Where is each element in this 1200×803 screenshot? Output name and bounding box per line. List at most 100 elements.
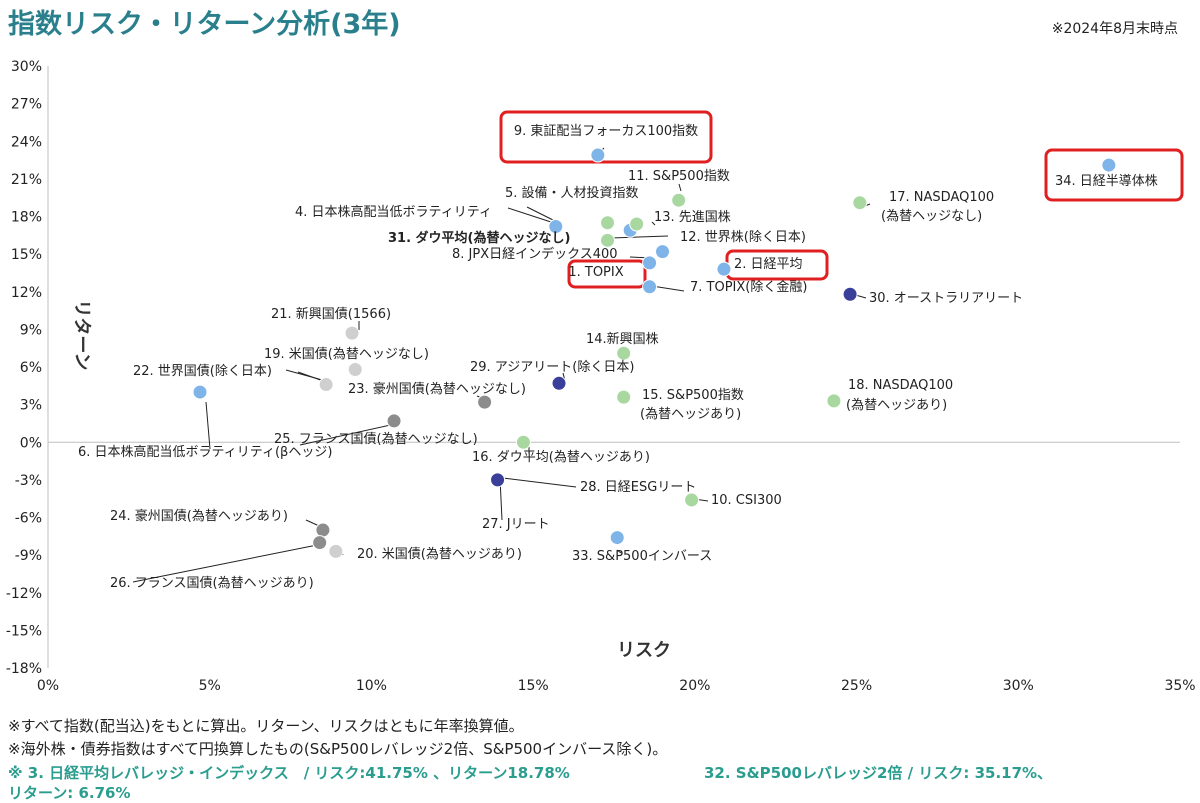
y-tick-label: 6% bbox=[20, 360, 42, 376]
point-label: 9. 東証配当フォーカス100指数 bbox=[514, 123, 698, 139]
footnote-3b: 32. S&P500レバレッジ2倍 / リスク: 35.17%、 bbox=[704, 764, 1053, 782]
point-label: 21. 新興国債(1566) bbox=[271, 306, 391, 322]
y-tick-label: 15% bbox=[11, 247, 42, 263]
y-tick-label: -9% bbox=[15, 548, 42, 564]
highlight-box bbox=[567, 259, 647, 289]
y-tick-label: 27% bbox=[11, 97, 42, 113]
data-point bbox=[826, 393, 842, 409]
point-label: 16. ダウ平均(為替ヘッジあり) bbox=[472, 449, 650, 465]
leader-line bbox=[507, 207, 555, 224]
point-labels: 1. TOPIX 2. 日経平均 4. 日本株高配当低ボラティリティ 5. 設備・人材… bbox=[78, 123, 1158, 591]
data-point bbox=[716, 261, 732, 277]
data-point bbox=[852, 195, 868, 211]
leader-line bbox=[678, 183, 682, 192]
point-label: 5. 設備・人材投資指数 bbox=[505, 185, 639, 201]
leader-line bbox=[651, 221, 656, 226]
point-label: 24. 豪州国債(為替ヘッジあり) bbox=[110, 508, 288, 524]
point-label: 26. フランス国債(為替ヘッジあり) bbox=[110, 575, 314, 591]
point-label: 13. 先進国株 bbox=[654, 210, 731, 225]
footnote-4: リターン: 6.76% bbox=[8, 784, 131, 802]
point-label: 33. S&P500インバース bbox=[572, 549, 712, 564]
point-label: 34. 日経半導体株 bbox=[1055, 174, 1158, 189]
y-tick-label: 21% bbox=[11, 172, 42, 188]
data-point bbox=[192, 384, 208, 400]
point-label: 2. 日経平均 bbox=[734, 257, 803, 272]
y-tick-label: -18% bbox=[6, 661, 42, 677]
data-point bbox=[655, 244, 671, 260]
point-label: 4. 日本株高配当低ボラティリティ bbox=[295, 204, 492, 220]
data-point bbox=[490, 472, 506, 488]
y-tick-label: -15% bbox=[6, 623, 42, 639]
data-point bbox=[671, 192, 687, 208]
y-tick-label: -6% bbox=[15, 511, 42, 527]
data-point bbox=[386, 413, 402, 429]
highlight-box bbox=[1044, 148, 1184, 202]
point-label: 1. TOPIX bbox=[568, 265, 623, 280]
point-label: 20. 米国債(為替ヘッジあり) bbox=[357, 546, 522, 562]
y-tick-label: 12% bbox=[11, 285, 42, 301]
footnote-3a: ※ 3. 日経平均レバレッジ・インデックス / リスク:41.75% 、リターン… bbox=[8, 764, 570, 782]
point-label-line2: (為替ヘッジなし) bbox=[881, 208, 982, 224]
point-label: 31. ダウ平均(為替ヘッジなし) bbox=[388, 230, 570, 246]
point-label-line2: (為替ヘッジあり) bbox=[846, 397, 947, 413]
data-point bbox=[551, 375, 567, 391]
data-point bbox=[315, 522, 331, 538]
y-tick-label: 0% bbox=[20, 435, 42, 451]
data-point bbox=[616, 389, 632, 405]
point-label: 7. TOPIX(除く金融) bbox=[690, 279, 807, 295]
point-label: 25. フランス国債(為替ヘッジなし) bbox=[274, 431, 478, 447]
point-label: 27. Jリート bbox=[482, 517, 550, 532]
point-label: 22. 世界国債(除く日本) bbox=[133, 364, 272, 379]
x-axis-title: リスク bbox=[617, 640, 671, 661]
data-point bbox=[312, 535, 328, 551]
data-point bbox=[616, 345, 632, 361]
data-point bbox=[600, 232, 616, 248]
y-tick-label: 24% bbox=[11, 134, 42, 150]
leader-line bbox=[526, 206, 556, 222]
data-point bbox=[477, 394, 493, 410]
data-point bbox=[642, 255, 658, 271]
data-point bbox=[842, 286, 858, 302]
x-tick-label: 10% bbox=[356, 678, 387, 694]
data-point bbox=[629, 216, 645, 232]
x-tick-label: 20% bbox=[679, 678, 710, 694]
point-label: 28. 日経ESGリート bbox=[580, 480, 696, 495]
risk-return-scatter-chart: 30% 27% 24% 21% 18% 15% 12% 9% 6% 3% 0% -3% -6% -9% -1… bbox=[6, 59, 1196, 694]
y-axis-title: リターン bbox=[71, 299, 92, 370]
point-label: 6. 日本株高配当低ボラティリティ(βヘッジ) bbox=[78, 444, 332, 460]
point-label: 10. CSI300 bbox=[711, 493, 782, 508]
data-point bbox=[328, 543, 344, 559]
data-point bbox=[1101, 157, 1117, 173]
point-label: 29. アジアリート(除く日本) bbox=[470, 360, 634, 375]
x-tick-label: 15% bbox=[518, 678, 549, 694]
y-tick-label: 18% bbox=[11, 210, 42, 226]
y-tick-label: 9% bbox=[20, 322, 42, 338]
as-of-date: ※2024年8月末時点 bbox=[1051, 21, 1178, 37]
x-tick-label: 0% bbox=[37, 678, 59, 694]
footnote-1: ※すべて指数(配当込)をもとに算出。リターン、リスクはともに年率換算値。 bbox=[8, 717, 524, 735]
point-label: 23. 豪州国債(為替ヘッジなし) bbox=[348, 381, 526, 397]
point-label: 19. 米国債(為替ヘッジなし) bbox=[264, 346, 429, 362]
point-label: 11. S&P500指数 bbox=[628, 169, 730, 184]
y-tick-label: -12% bbox=[6, 586, 42, 602]
leader-line bbox=[610, 235, 669, 239]
point-label: 18. NASDAQ100 bbox=[848, 378, 953, 393]
data-point bbox=[347, 362, 363, 378]
y-tick-label: 30% bbox=[11, 59, 42, 75]
data-point bbox=[515, 434, 531, 450]
leader-line bbox=[299, 423, 396, 446]
data-point bbox=[609, 530, 625, 546]
data-point bbox=[600, 215, 616, 231]
leader-line bbox=[132, 543, 323, 583]
x-tick-label: 30% bbox=[1003, 678, 1034, 694]
axes: 30% 27% 24% 21% 18% 15% 12% 9% 6% 3% 0% -3% -6% -9% -1… bbox=[6, 59, 1196, 694]
y-tick-label: -3% bbox=[15, 473, 42, 489]
x-tick-label: 25% bbox=[841, 678, 872, 694]
data-point bbox=[318, 377, 334, 393]
point-label: 8. JPX日経インデックス400 bbox=[452, 246, 618, 262]
leader-line bbox=[616, 549, 622, 554]
point-label: 17. NASDAQ100 bbox=[889, 190, 994, 205]
x-tick-label: 5% bbox=[199, 678, 221, 694]
page-title: 指数リスク・リターン分析(3年) bbox=[8, 9, 401, 40]
data-point bbox=[548, 219, 564, 235]
